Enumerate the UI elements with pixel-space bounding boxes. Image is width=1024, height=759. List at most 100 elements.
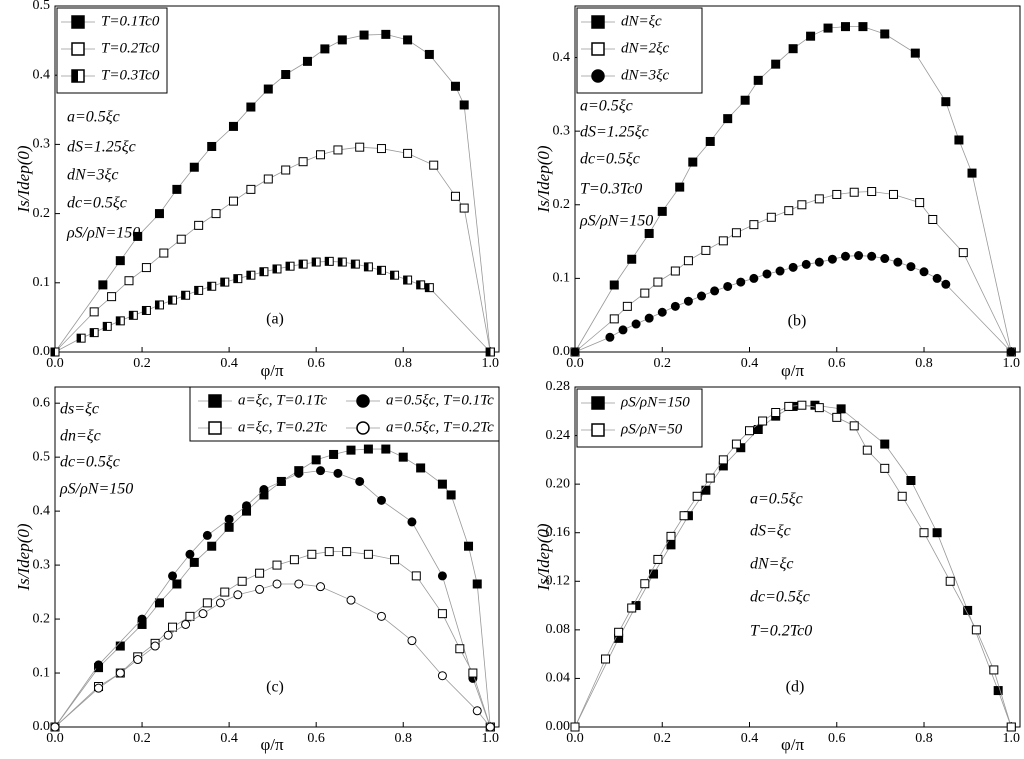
marker <box>215 598 225 608</box>
marker <box>1006 722 1016 732</box>
marker <box>381 29 391 39</box>
y-axis-label: Is/Idep(0) <box>14 145 33 213</box>
marker <box>411 571 421 581</box>
y-tick-label: 0.3 <box>553 123 571 138</box>
marker <box>631 319 641 329</box>
annotation: dn=ξc <box>60 428 101 445</box>
legend-label: a=0.5ξc, T=0.1Tc <box>386 392 494 408</box>
marker <box>688 157 698 167</box>
annotation: (c) <box>266 679 284 696</box>
marker <box>363 262 373 272</box>
marker <box>919 528 929 538</box>
marker <box>390 270 400 280</box>
marker <box>758 416 768 426</box>
legend-box <box>189 386 500 442</box>
marker <box>644 228 654 238</box>
marker <box>137 614 147 624</box>
annotation: ρS/ρN=150 <box>579 213 653 230</box>
marker <box>115 641 125 651</box>
marker <box>570 722 580 732</box>
marker <box>784 401 794 411</box>
marker <box>237 576 247 586</box>
marker <box>285 261 295 271</box>
x-tick-label: 0.0 <box>46 356 64 371</box>
marker <box>424 283 434 293</box>
y-tick-label: 0.2 <box>33 611 51 626</box>
marker <box>150 641 160 651</box>
annotation: dS=1.25ξc <box>580 124 649 141</box>
marker <box>346 445 356 455</box>
marker <box>657 307 667 317</box>
x-tick-label: 0.8 <box>394 731 412 746</box>
annotation: a=0.5ξc <box>580 98 633 115</box>
marker <box>464 541 474 551</box>
x-tick-label: 0.8 <box>394 356 412 371</box>
annotation: dN=3ξc <box>67 167 118 184</box>
marker <box>281 165 291 175</box>
marker <box>788 44 798 54</box>
marker <box>446 490 456 500</box>
legend-marker <box>71 42 85 56</box>
marker <box>50 722 60 732</box>
marker <box>854 251 864 261</box>
x-axis-label: φ/π <box>781 735 805 754</box>
marker <box>355 142 365 152</box>
marker <box>1006 347 1016 357</box>
marker <box>771 408 781 417</box>
legend-marker <box>208 394 222 408</box>
marker <box>333 468 343 478</box>
y-axis-label: Is/Idep(0) <box>534 523 553 591</box>
marker <box>622 301 632 311</box>
marker <box>692 491 702 501</box>
marker <box>989 665 999 675</box>
marker <box>749 220 759 230</box>
marker <box>189 557 199 567</box>
y-tick-label: 0.16 <box>546 525 571 540</box>
marker <box>766 212 776 222</box>
marker <box>775 266 785 276</box>
legend-label: T=0.2Tc0 <box>101 40 160 56</box>
marker <box>472 706 482 716</box>
x-tick-label: 1.0 <box>1003 356 1021 371</box>
marker <box>115 256 125 266</box>
marker <box>941 279 951 289</box>
marker <box>298 259 308 269</box>
marker <box>657 206 667 216</box>
marker <box>967 168 977 178</box>
marker <box>281 70 291 80</box>
legend-label: dN=ξc <box>621 13 662 29</box>
marker <box>246 184 256 194</box>
marker <box>403 275 413 285</box>
y-tick-label: 0.24 <box>546 428 571 443</box>
marker <box>723 281 733 291</box>
series-line <box>54 583 491 728</box>
marker <box>376 144 386 154</box>
legend-marker <box>71 69 85 83</box>
marker <box>640 288 650 298</box>
marker <box>736 277 746 287</box>
marker <box>172 579 182 589</box>
marker <box>168 295 178 305</box>
legend-label: a=ξc, T=0.2Tc <box>238 419 327 435</box>
marker <box>906 262 916 272</box>
series-line <box>54 551 491 728</box>
marker <box>376 495 386 505</box>
marker <box>124 276 134 286</box>
marker <box>363 549 373 559</box>
x-axis-label: φ/π <box>781 361 805 380</box>
marker <box>570 347 580 357</box>
annotation: a=0.5ξc <box>750 491 803 508</box>
marker <box>172 184 182 194</box>
marker <box>679 511 689 521</box>
marker <box>880 254 890 264</box>
marker <box>350 259 360 269</box>
marker <box>259 267 269 277</box>
legend-marker <box>356 421 370 435</box>
marker <box>614 627 624 637</box>
marker <box>416 463 426 473</box>
annotation: dS=1.25ξc <box>67 139 136 156</box>
x-tick-label: 0.2 <box>133 356 151 371</box>
marker <box>233 590 243 600</box>
marker <box>141 263 151 273</box>
annotation: ds=ξc <box>60 401 99 418</box>
